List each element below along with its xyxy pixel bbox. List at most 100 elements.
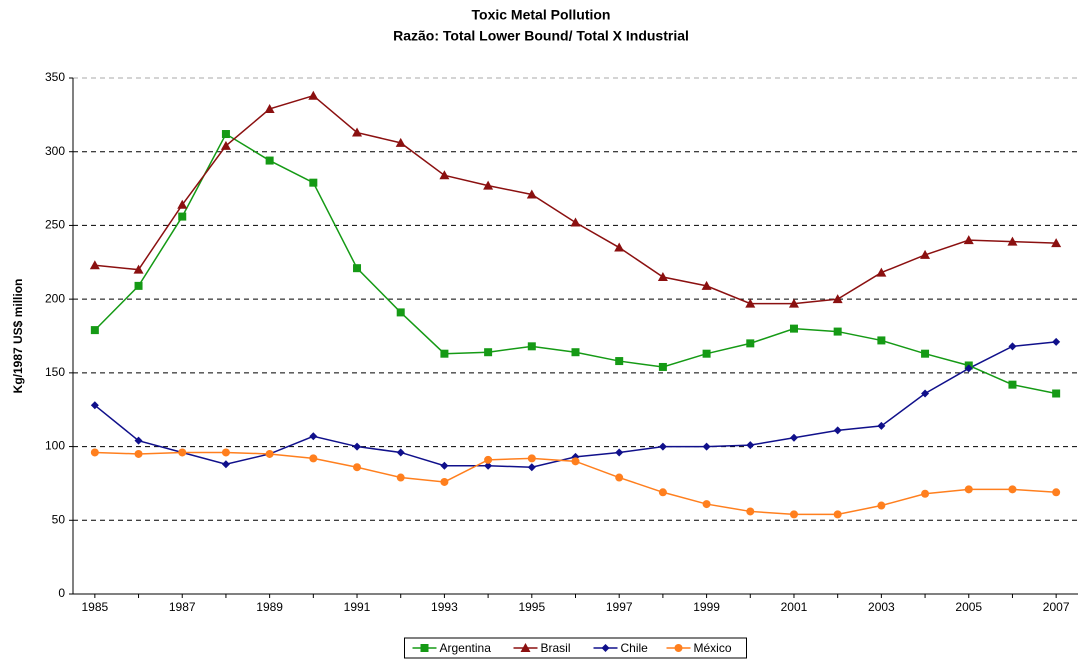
marker [527, 454, 536, 463]
marker [395, 137, 406, 147]
marker [420, 644, 429, 652]
x-tick-label: 1999 [693, 600, 720, 614]
marker [527, 342, 536, 351]
x-tick-label: 2007 [1043, 600, 1070, 614]
marker [308, 90, 319, 100]
marker [921, 389, 930, 398]
marker [1051, 238, 1062, 248]
marker [89, 260, 100, 270]
marker [1008, 342, 1017, 351]
x-tick-label: 1985 [81, 600, 108, 614]
y-tick-label: 100 [45, 439, 65, 453]
marker [440, 477, 449, 486]
series-line [94, 94, 1057, 305]
y-tick-label: 0 [58, 586, 65, 600]
marker [615, 357, 624, 366]
x-tick-label: 1989 [256, 600, 283, 614]
marker [877, 336, 886, 345]
marker [134, 281, 143, 290]
marker [133, 264, 144, 274]
marker [221, 460, 230, 469]
marker [789, 433, 798, 442]
legend: Argentina Brasil Chile México [404, 637, 747, 659]
x-tick-label: 1993 [431, 600, 458, 614]
marker [265, 156, 274, 165]
y-tick-label: 350 [45, 70, 65, 84]
marker [264, 103, 275, 113]
x-tick-label: 1997 [606, 600, 633, 614]
marker [309, 178, 318, 187]
x-tick-label: 2005 [955, 600, 982, 614]
marker [396, 308, 405, 317]
marker [353, 264, 362, 273]
marker [921, 489, 930, 498]
marker [964, 485, 973, 494]
marker [701, 280, 712, 290]
marker [658, 488, 667, 497]
marker [1052, 337, 1061, 346]
marker [832, 294, 843, 304]
series-line [94, 341, 1057, 468]
marker [746, 441, 755, 450]
marker [571, 457, 580, 466]
y-axis-label: Kg/1987 US$ million [11, 279, 25, 394]
marker [483, 180, 494, 190]
marker [1052, 488, 1061, 497]
marker [745, 298, 756, 308]
marker [396, 448, 405, 457]
marker [134, 449, 143, 458]
y-tick-label: 250 [45, 218, 65, 232]
marker [484, 348, 493, 357]
marker [353, 463, 362, 472]
marker [221, 130, 230, 139]
y-tick-label: 300 [45, 144, 65, 158]
marker [702, 349, 711, 358]
marker [833, 510, 842, 519]
marker [527, 463, 536, 472]
marker [90, 401, 99, 410]
marker [352, 127, 363, 137]
marker [265, 449, 274, 458]
y-tick-label: 150 [45, 365, 65, 379]
marker [178, 212, 187, 221]
marker [439, 170, 450, 180]
marker [876, 267, 887, 277]
marker [90, 326, 99, 335]
marker [220, 140, 231, 150]
x-tick-label: 1991 [344, 600, 371, 614]
marker [615, 473, 624, 482]
marker [396, 473, 405, 482]
marker [526, 189, 537, 199]
x-tick-label: 2001 [781, 600, 808, 614]
marker [309, 432, 318, 441]
marker [658, 442, 667, 451]
marker [963, 235, 974, 245]
marker [1052, 389, 1061, 398]
x-tick-label: 1995 [518, 600, 545, 614]
marker [353, 442, 362, 451]
marker [134, 436, 143, 445]
marker [674, 644, 683, 652]
marker [658, 362, 667, 371]
marker [1007, 236, 1018, 246]
marker [789, 510, 798, 519]
marker [833, 426, 842, 435]
legend-box [404, 637, 747, 659]
marker [309, 454, 318, 463]
marker [440, 461, 449, 470]
marker [601, 644, 610, 652]
marker [484, 455, 493, 464]
chart-subtitle: Razão: Total Lower Bound/ Total X Indust… [393, 28, 689, 44]
marker [702, 500, 711, 509]
marker [789, 324, 798, 333]
marker [877, 421, 886, 430]
x-tick-label: 1987 [169, 600, 196, 614]
marker [788, 298, 799, 308]
marker [702, 442, 711, 451]
marker [570, 217, 581, 227]
marker [920, 249, 931, 259]
legend-label: Argentina [440, 641, 492, 655]
marker [614, 242, 625, 252]
marker [746, 339, 755, 348]
